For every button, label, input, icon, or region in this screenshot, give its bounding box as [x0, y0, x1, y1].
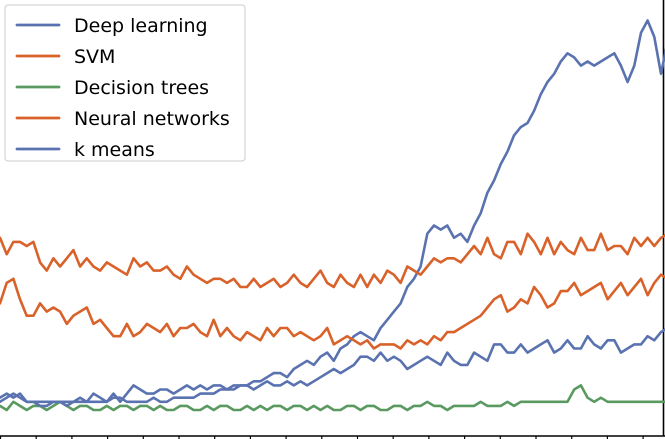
legend-label: Neural networks	[74, 108, 230, 130]
series-line-svm	[0, 232, 665, 289]
series-line-neural-networks	[0, 273, 665, 350]
legend-label: SVM	[74, 46, 115, 68]
legend: Deep learning SVM Decision trees Neural net…	[4, 4, 246, 162]
legend-label: Decision trees	[74, 77, 209, 99]
series-line-decision-trees	[0, 384, 665, 412]
series-lines	[0, 19, 665, 412]
series-line-k-means	[0, 328, 665, 408]
series-line-deep-learning	[0, 19, 665, 404]
legend-label: Deep learning	[74, 15, 208, 37]
legend-label: k means	[74, 139, 155, 161]
legend-box	[4, 4, 246, 162]
